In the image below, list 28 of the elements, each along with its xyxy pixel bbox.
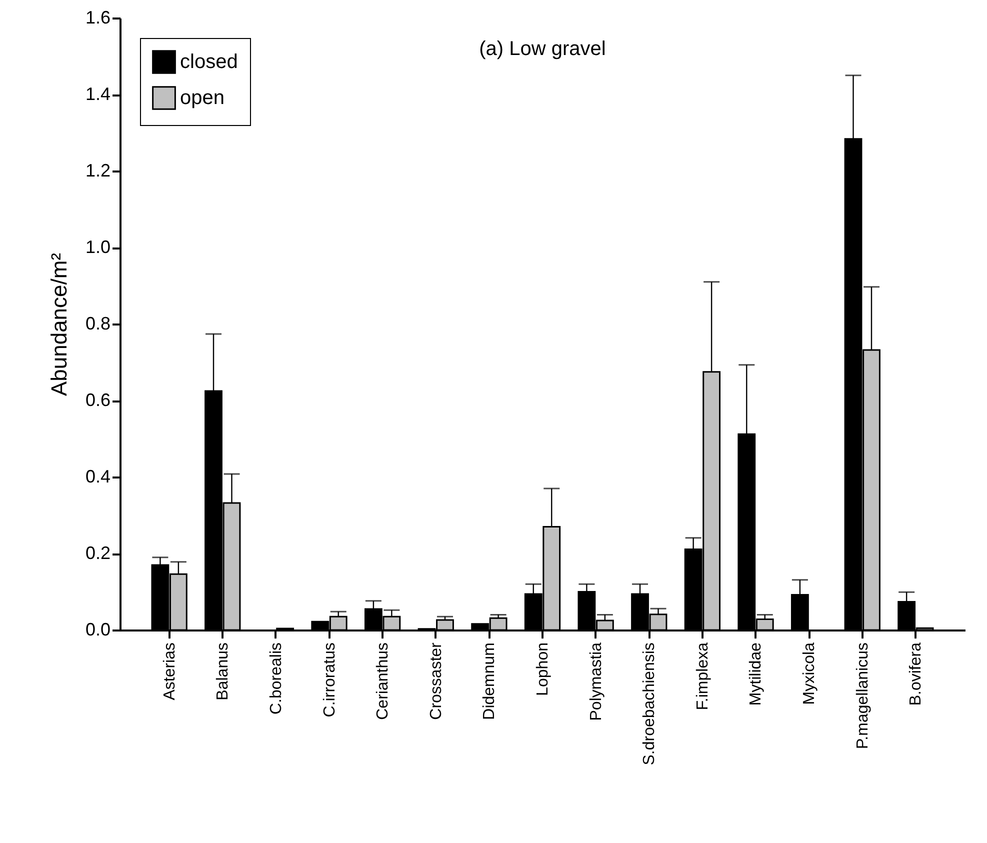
y-tick-label: 0.4 bbox=[85, 466, 110, 486]
text: (a) Low gravel bbox=[479, 38, 606, 60]
x-tick-label: P.magellanicus bbox=[854, 642, 872, 749]
y-axis-title: Abundance/m² bbox=[46, 252, 72, 396]
y-tick-label: 1.2 bbox=[85, 160, 110, 180]
x-tick-label: Didemnum bbox=[481, 642, 498, 720]
x-tick-label: F.implexa bbox=[694, 642, 712, 710]
legend-label: closed bbox=[180, 51, 238, 73]
y-tick-label: 1.4 bbox=[85, 84, 110, 104]
x-tick-label: Myxicola bbox=[801, 642, 818, 705]
x-tick-label: S.droebachiensis bbox=[641, 642, 658, 766]
x-tick-label: B.ovifera bbox=[908, 642, 925, 706]
x-tick-label: Balanus bbox=[214, 642, 232, 700]
legend-label: open bbox=[180, 87, 224, 109]
x-tick-label: Crossaster bbox=[428, 642, 445, 720]
y-tick-label: 0.0 bbox=[85, 620, 110, 640]
x-tick-label: Cerianthus bbox=[374, 642, 392, 720]
y-tick-label: 1.0 bbox=[85, 237, 110, 257]
x-tick-label: C.irroratus bbox=[321, 642, 338, 718]
y-tick-label: 0.2 bbox=[85, 543, 110, 563]
x-tick-label: Polymastia bbox=[588, 642, 605, 721]
x-tick-label: Asterias bbox=[161, 642, 178, 700]
x-tick-label: Mytilidae bbox=[748, 642, 765, 706]
y-tick-label: 0.6 bbox=[85, 390, 110, 410]
y-tick-label: 0.8 bbox=[85, 314, 110, 334]
x-tick-label: Lophon bbox=[534, 642, 552, 696]
x-tick-label: C.borealis bbox=[268, 642, 285, 715]
y-tick-label: 1.6 bbox=[85, 8, 110, 28]
